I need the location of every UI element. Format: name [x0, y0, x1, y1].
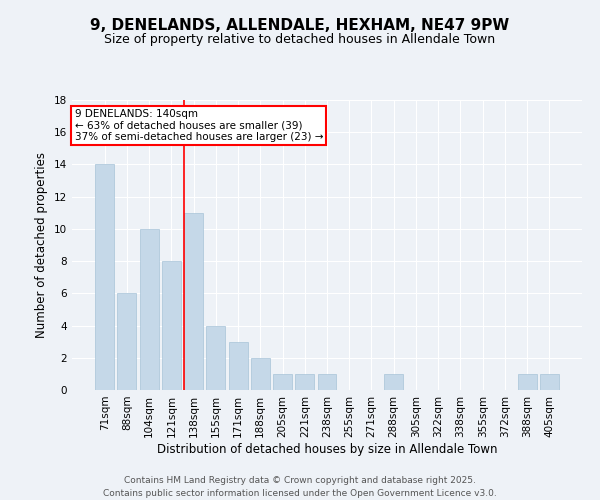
Text: Size of property relative to detached houses in Allendale Town: Size of property relative to detached ho…: [104, 32, 496, 46]
Text: 9, DENELANDS, ALLENDALE, HEXHAM, NE47 9PW: 9, DENELANDS, ALLENDALE, HEXHAM, NE47 9P…: [91, 18, 509, 32]
Text: 9 DENELANDS: 140sqm
← 63% of detached houses are smaller (39)
37% of semi-detach: 9 DENELANDS: 140sqm ← 63% of detached ho…: [74, 108, 323, 142]
Text: Contains HM Land Registry data © Crown copyright and database right 2025.
Contai: Contains HM Land Registry data © Crown c…: [103, 476, 497, 498]
Bar: [118, 294, 136, 390]
Bar: [162, 261, 181, 390]
Bar: [540, 374, 559, 390]
Bar: [206, 326, 225, 390]
Bar: [184, 213, 203, 390]
Bar: [251, 358, 270, 390]
X-axis label: Distribution of detached houses by size in Allendale Town: Distribution of detached houses by size …: [157, 442, 497, 456]
Bar: [140, 229, 158, 390]
Bar: [273, 374, 292, 390]
Bar: [384, 374, 403, 390]
Bar: [317, 374, 337, 390]
Y-axis label: Number of detached properties: Number of detached properties: [35, 152, 49, 338]
Bar: [518, 374, 536, 390]
Bar: [95, 164, 114, 390]
Bar: [229, 342, 248, 390]
Bar: [295, 374, 314, 390]
